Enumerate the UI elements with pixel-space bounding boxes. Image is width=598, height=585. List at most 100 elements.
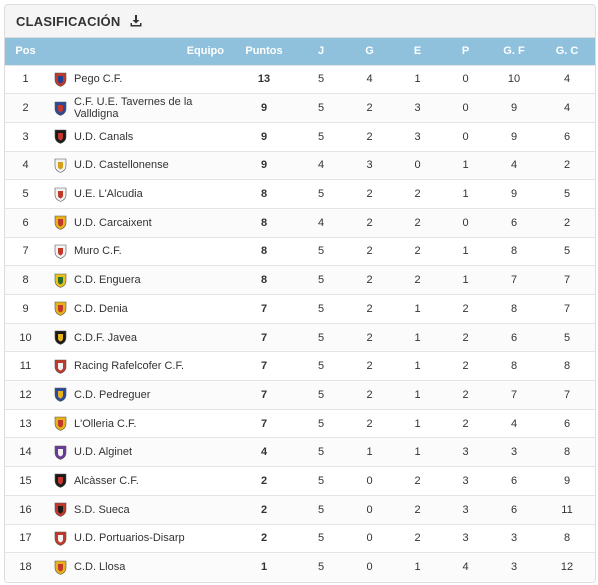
download-icon[interactable] [130, 15, 142, 27]
header-won[interactable]: G [365, 45, 374, 58]
team-crest-icon[interactable] [54, 473, 67, 489]
goals-for-cell: 8 [510, 302, 518, 315]
drawn-cell: 0 [414, 159, 421, 172]
won-cell: 2 [366, 102, 373, 115]
team-crest-icon[interactable] [54, 129, 67, 145]
points-cell: 1 [260, 561, 268, 574]
table-row: 18 C.D. Llosa 1 5 0 1 4 3 12 [5, 552, 595, 582]
goals-against-cell: 6 [563, 130, 571, 143]
team-name-link[interactable]: L'Olleria C.F. [74, 417, 137, 430]
lost-cell: 0 [462, 73, 469, 86]
team-crest-icon[interactable] [54, 416, 67, 431]
team-name-link[interactable]: C.D. Denia [74, 302, 128, 315]
position-cell: 15 [19, 474, 32, 487]
team-name-link[interactable]: Alcàsser C.F. [74, 474, 139, 487]
team-name-link[interactable]: S.D. Sueca [74, 503, 130, 516]
won-cell: 2 [366, 331, 373, 344]
played-cell: 5 [317, 360, 325, 373]
points-cell: 7 [260, 360, 268, 373]
played-cell: 5 [317, 245, 325, 258]
position-cell: 18 [19, 561, 32, 574]
points-cell: 8 [260, 216, 268, 229]
team-crest-icon[interactable] [54, 531, 67, 546]
position-cell: 9 [22, 302, 29, 315]
points-cell: 8 [260, 245, 268, 258]
header-points[interactable]: Puntos [245, 45, 283, 58]
team-name-link[interactable]: U.D. Carcaixent [74, 216, 152, 229]
header-team[interactable]: Equipo [186, 45, 224, 58]
team-crest-icon[interactable] [54, 502, 67, 517]
drawn-cell: 2 [414, 532, 421, 545]
team-crest-icon[interactable] [54, 158, 67, 173]
goals-against-cell: 7 [563, 388, 571, 401]
team-crest-icon[interactable] [54, 359, 67, 374]
drawn-cell: 1 [414, 302, 421, 315]
team-name-link[interactable]: U.D. Castellonense [74, 159, 169, 172]
goals-for-cell: 3 [510, 532, 518, 545]
goals-against-cell: 5 [563, 245, 571, 258]
lost-cell: 2 [462, 331, 469, 344]
team-name-link[interactable]: C.D.F. Javea [74, 331, 137, 344]
crest-cell [46, 438, 74, 467]
team-crest-icon[interactable] [54, 387, 67, 403]
team-crest-icon[interactable] [54, 301, 67, 317]
standings-panel: CLASIFICACIÓN Pos Equipo Puntos J G E P … [4, 4, 596, 583]
header-lost[interactable]: P [461, 45, 470, 58]
team-crest-icon[interactable] [54, 215, 67, 231]
lost-cell: 3 [462, 503, 469, 516]
drawn-cell: 2 [414, 216, 421, 229]
team-crest-icon[interactable] [54, 187, 67, 202]
table-row: 11 Racing Rafelcofer C.F. 7 5 2 1 2 8 8 [5, 351, 595, 381]
drawn-cell: 3 [414, 130, 421, 143]
crest-cell [46, 524, 74, 553]
header-goals-for[interactable]: G. F [503, 45, 525, 58]
team-name-link[interactable]: U.D. Canals [74, 130, 134, 143]
table-row: 5 U.E. L'Alcudia 8 5 2 2 1 9 5 [5, 179, 595, 209]
position-cell: 10 [19, 331, 32, 344]
goals-against-cell: 4 [563, 73, 571, 86]
lost-cell: 1 [462, 188, 469, 201]
header-pos[interactable]: Pos [15, 45, 36, 58]
team-name-link[interactable]: U.D. Alginet [74, 446, 133, 459]
crest-cell [46, 151, 74, 180]
won-cell: 0 [366, 503, 373, 516]
table-row: 4 U.D. Castellonense 9 4 3 0 1 4 2 [5, 151, 595, 180]
points-cell: 13 [257, 73, 271, 86]
goals-for-cell: 3 [510, 446, 518, 459]
position-cell: 3 [22, 130, 29, 143]
team-name-link[interactable]: U.E. L'Alcudia [74, 188, 143, 201]
goals-against-cell: 8 [563, 360, 571, 373]
won-cell: 0 [366, 561, 373, 574]
played-cell: 5 [317, 532, 325, 545]
team-crest-icon[interactable] [54, 72, 67, 87]
position-cell: 11 [19, 360, 32, 373]
team-crest-icon[interactable] [54, 273, 67, 288]
team-name-link[interactable]: C.D. Llosa [74, 561, 126, 574]
lost-cell: 1 [462, 274, 469, 287]
team-crest-icon[interactable] [54, 560, 67, 575]
played-cell: 5 [317, 417, 325, 430]
header-goals-against[interactable]: G. C [555, 45, 579, 58]
team-name-link[interactable]: U.D. Portuarios-Disarp [74, 532, 185, 545]
lost-cell: 1 [462, 159, 469, 172]
header-drawn[interactable]: E [413, 45, 422, 58]
team-crest-icon[interactable] [54, 445, 67, 460]
won-cell: 2 [366, 360, 373, 373]
team-name-link[interactable]: Racing Rafelcofer C.F. [74, 360, 185, 373]
goals-against-cell: 7 [563, 302, 571, 315]
team-name-link[interactable]: Muro C.F. [74, 245, 122, 258]
team-name-link[interactable]: C.D. Enguera [74, 274, 141, 287]
team-crest-icon[interactable] [54, 330, 67, 345]
goals-against-cell: 4 [563, 102, 571, 115]
team-name-link[interactable]: C.F. U.E. Tavernes de la Valldigna [74, 96, 193, 121]
played-cell: 5 [317, 188, 325, 201]
team-crest-icon[interactable] [54, 101, 67, 116]
goals-for-cell: 7 [510, 388, 518, 401]
won-cell: 2 [366, 302, 373, 315]
team-crest-icon[interactable] [54, 244, 67, 259]
header-played[interactable]: J [317, 45, 325, 58]
team-name-link[interactable]: C.D. Pedreguer [74, 388, 151, 401]
goals-for-cell: 9 [510, 188, 518, 201]
position-cell: 14 [19, 446, 32, 459]
team-name-link[interactable]: Pego C.F. [74, 73, 123, 86]
